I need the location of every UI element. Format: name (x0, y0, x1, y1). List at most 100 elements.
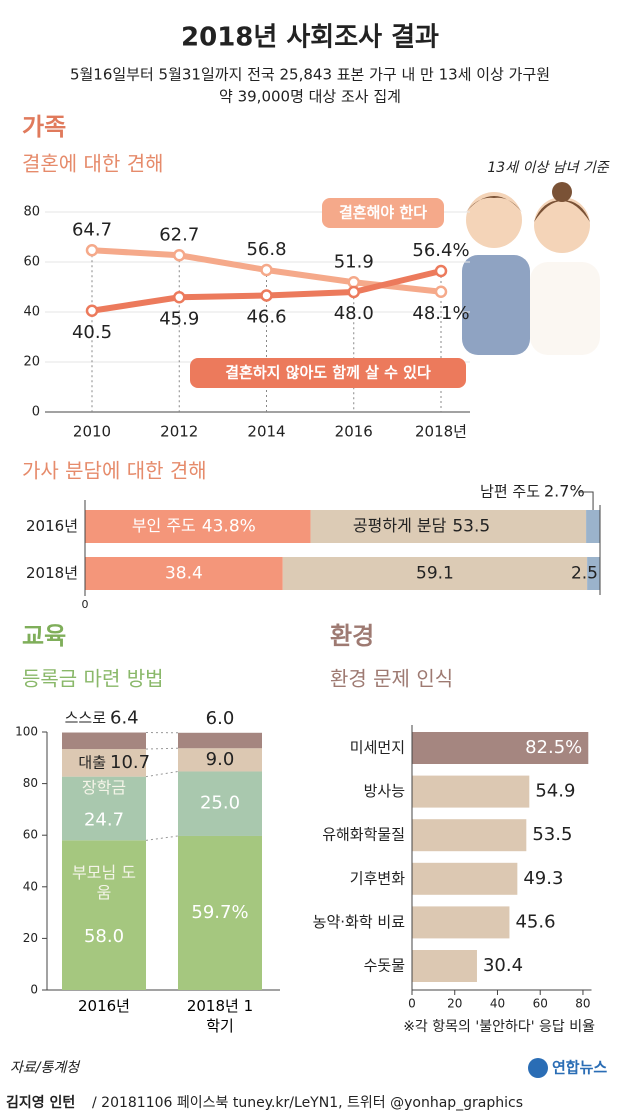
title: 2018년 사회조사 결과 (181, 23, 439, 53)
logo: 연합뉴스 (552, 1059, 607, 1077)
x-tick-label: 2016년 (78, 997, 130, 1015)
legend-label: 스스로 (65, 709, 107, 727)
legend-label: 남편 주도 (480, 483, 540, 501)
legend-box (190, 358, 466, 388)
section-title: 가족 (22, 113, 66, 141)
bar-segment (62, 776, 146, 841)
leader-line (578, 491, 594, 510)
data-label: 2.5 (571, 564, 598, 584)
data-label: 48.1% (412, 303, 469, 324)
legend-label: 부모님 도움 (72, 863, 136, 903)
y-tick-label: 40 (23, 879, 38, 893)
y-tick-label: 100 (15, 725, 38, 739)
point (173, 291, 186, 304)
data-label: 6.0 (206, 708, 235, 729)
data-label: 9.0 (206, 749, 235, 770)
data-label: 6.4 (110, 708, 139, 729)
data-label: 64.7 (72, 219, 112, 240)
chart-title: 가사 분담에 대한 견해 (22, 459, 207, 483)
data-label: 46.6 (246, 307, 286, 328)
y-tick-label: 20 (23, 355, 40, 370)
legend-label: 부인 주도 (132, 516, 196, 535)
connector (145, 835, 179, 841)
y-tick-label: 60 (23, 828, 38, 842)
couple-illustration (462, 182, 600, 355)
bar (412, 775, 530, 808)
y-tick-label: 2016년 (26, 517, 78, 535)
y-tick-label: 80 (23, 776, 38, 790)
x-tick-label: 40 (490, 997, 505, 1011)
bar-segment (586, 510, 600, 543)
bar-segment (178, 835, 262, 990)
logo-mark (528, 1058, 548, 1078)
subtitle: 약 39,000명 대상 조사 집계 (219, 88, 401, 106)
source: 자료/통계청 (10, 1060, 81, 1076)
data-label: 54.9 (535, 781, 575, 802)
data-label: 2.7% (544, 482, 585, 501)
bar-segment (62, 732, 146, 750)
chart-title: 환경 문제 인식 (330, 667, 453, 691)
data-label: 58.0 (84, 926, 124, 947)
data-label: 30.4 (483, 955, 523, 976)
data-label: 49.3 (523, 868, 563, 889)
legend-label: 장학금 (81, 778, 127, 798)
note: 13세 이상 남녀 기준 (487, 160, 609, 176)
x-tick-label: 2010 (73, 423, 111, 441)
x-tick-label: 80 (575, 997, 590, 1011)
y-tick-label: 0 (32, 405, 40, 420)
x-tick-label: 60 (533, 997, 548, 1011)
x-tick-label: 2018년 (415, 423, 467, 441)
x-tick-label: 20 (447, 997, 462, 1011)
section-title: 환경 (330, 622, 374, 650)
point (434, 285, 448, 298)
data-label: 48.0 (334, 303, 374, 324)
bar-segment (178, 771, 262, 836)
data-label: 82.5% (525, 737, 582, 758)
data-label: 24.7 (84, 809, 124, 830)
legend-label: 결혼하지 않아도 함께 살 수 있다 (225, 364, 431, 382)
point (434, 264, 448, 278)
bar (412, 862, 518, 895)
bar-segment (62, 749, 146, 777)
data-label: 56.4% (412, 240, 469, 261)
point (85, 244, 99, 257)
y-tick-label: 농약·화학 비료 (313, 913, 406, 931)
bar (412, 950, 477, 982)
credit-author: 김지영 인턴 (6, 1094, 75, 1111)
y-tick-label: 20 (23, 931, 38, 945)
x-tick-label: 0 (408, 997, 416, 1011)
data-label: 25.0 (200, 793, 240, 814)
bar-segment (178, 732, 262, 749)
data-label: 45.6 (515, 911, 555, 932)
bar (412, 819, 527, 852)
y-tick-label: 60 (23, 255, 40, 270)
data-label: 53.5 (452, 517, 490, 537)
point (260, 289, 273, 302)
x-tick-label: 2014 (247, 423, 285, 441)
chart-title: 등록금 마련 방법 (22, 667, 164, 691)
legend-label: 결혼해야 한다 (339, 204, 427, 222)
bar-segment (587, 557, 600, 590)
bar (412, 906, 510, 939)
data-label: 56.8 (246, 239, 286, 260)
y-tick-label: 0 (30, 983, 38, 997)
y-tick-label: 80 (23, 205, 40, 220)
bar-segment (282, 557, 588, 590)
data-label: 10.7 (110, 752, 150, 773)
credit: / 20181106 페이스북 tuney.kr/LeYN1, 트위터 @yon… (92, 1095, 523, 1111)
data-label: 40.5 (72, 322, 112, 343)
y-tick-label: 미세먼지 (350, 739, 405, 757)
x-tick-label: 0 (82, 598, 89, 611)
x-tick-label: 2012 (160, 423, 198, 441)
x-tick-label: 2018년 1학기 (186, 997, 254, 1035)
point (85, 304, 99, 317)
subtitle: 5월16일부터 5월31일까지 전국 25,843 표본 가구 내 만 13세 … (70, 66, 550, 84)
y-tick-label: 수돗물 (364, 957, 405, 975)
data-label: 59.1 (416, 564, 454, 584)
y-tick-label: 40 (23, 305, 40, 320)
legend-box (322, 198, 444, 228)
data-label: 62.7 (159, 224, 199, 245)
y-tick-label: 기후변화 (350, 869, 405, 887)
